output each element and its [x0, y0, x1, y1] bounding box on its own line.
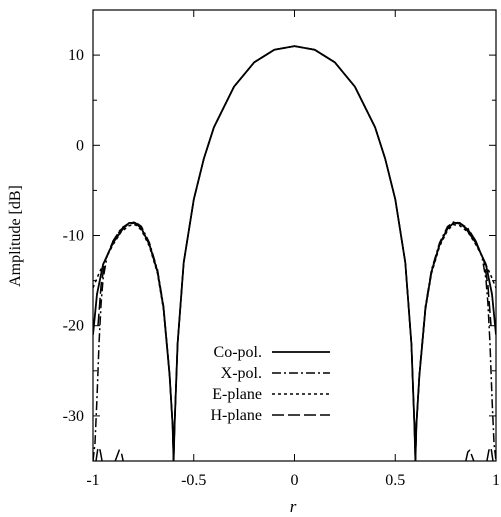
x-tick-label: 0.5	[385, 472, 405, 489]
x-tick-label: -1	[86, 472, 99, 489]
series-line-sidelobe-7	[486, 446, 494, 461]
series-line-sidelobe-6	[465, 449, 475, 461]
y-tick-label: -10	[63, 228, 84, 245]
series-line-h-plane	[97, 45, 492, 461]
legend-label: Co-pol.	[214, 344, 262, 361]
plot-frame	[92, 9, 497, 462]
y-tick-label: 10	[68, 47, 84, 64]
x-axis-label: r	[290, 497, 297, 516]
y-tick-label: -30	[63, 408, 84, 425]
series-line-e-plane	[93, 45, 496, 461]
legend-label: H-plane	[210, 407, 262, 424]
x-tick-label: 0	[291, 472, 299, 489]
legend: Co-pol. X-pol. E-plane H-plane	[210, 344, 330, 424]
legend-label: X-pol.	[221, 365, 262, 382]
series-line-co-pol	[93, 45, 496, 461]
legend-label: E-plane	[212, 386, 262, 403]
series-line-x-pol	[93, 45, 496, 461]
series-layer	[93, 45, 496, 461]
ticks-layer: -1 -0.5 0 0.5 1 -30 -20 -10 0 10	[63, 10, 500, 489]
x-tick-label: -0.5	[181, 472, 206, 489]
y-axis-label: Amplitude [dB]	[7, 185, 24, 287]
y-tick-label: -20	[63, 318, 84, 335]
series-line-sidelobe-5	[114, 449, 124, 461]
x-tick-label: 1	[492, 472, 500, 489]
y-tick-label: 0	[76, 137, 84, 154]
series-line-sidelobe-4	[95, 446, 103, 461]
